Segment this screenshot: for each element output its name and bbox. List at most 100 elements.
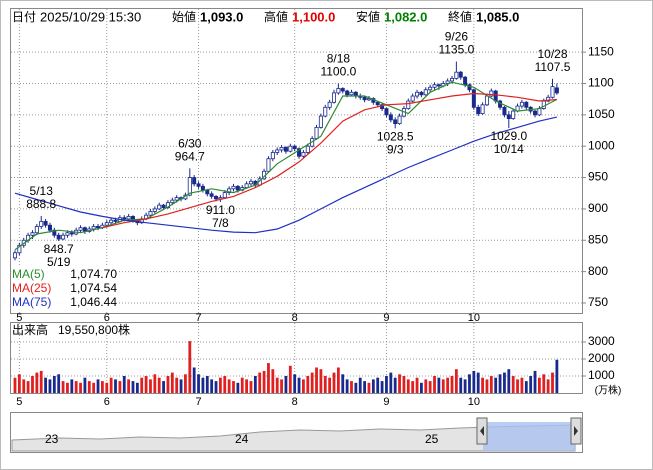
volume-bar xyxy=(459,377,463,393)
volume-bar xyxy=(253,375,257,393)
candle-body xyxy=(458,71,463,78)
volume-bar xyxy=(70,379,74,393)
volume-bar xyxy=(135,382,139,393)
volume-bar xyxy=(179,379,183,393)
candle-body xyxy=(349,91,354,96)
candle-body xyxy=(200,185,205,191)
volume-bar xyxy=(258,372,262,393)
y-tick-label: 1050 xyxy=(588,107,615,121)
candle-body xyxy=(533,110,538,116)
volume-panel xyxy=(10,322,583,394)
candle-body xyxy=(419,91,424,96)
annotation-date: 5/19 xyxy=(47,255,71,269)
candle-body xyxy=(454,71,459,79)
header-field-name: 始値 xyxy=(172,9,196,24)
annotation-value: 1135.0 xyxy=(438,43,474,57)
volume-bar xyxy=(122,375,126,393)
candle-body xyxy=(397,115,402,125)
volume-bar xyxy=(323,375,327,393)
annotation-date: 10/28 xyxy=(537,47,567,61)
candle-body xyxy=(423,89,428,96)
volume-bar xyxy=(118,381,122,393)
x-tick-label: 10 xyxy=(468,312,480,324)
price-panel xyxy=(10,8,583,314)
candle-body xyxy=(305,145,310,153)
candle-body xyxy=(292,145,297,150)
volume-bar xyxy=(380,381,384,393)
candle-body xyxy=(449,78,454,82)
candle-body xyxy=(161,204,166,209)
candle-body xyxy=(393,119,398,125)
volume-bar xyxy=(332,372,336,393)
annotation-date: 9/26 xyxy=(445,30,469,44)
volume-bar xyxy=(507,369,511,393)
volume-bar xyxy=(44,377,47,393)
candle-body xyxy=(196,183,201,187)
volume-bar xyxy=(354,382,358,393)
candle-body xyxy=(546,96,551,102)
x-tick-label: 9 xyxy=(383,312,389,324)
x-tick-label: 9 xyxy=(383,396,389,408)
candle-body xyxy=(174,197,179,201)
volume-bar xyxy=(350,381,353,393)
candle-body xyxy=(65,232,70,236)
candle-body xyxy=(415,91,420,97)
volume-bar xyxy=(114,379,117,393)
volume-bar xyxy=(13,377,17,393)
navigator-selection[interactable] xyxy=(483,422,575,451)
x-tick-label: 6 xyxy=(104,312,110,324)
volume-bar xyxy=(472,370,476,393)
header-field-value: 1,082.0 xyxy=(384,9,427,24)
x-tick-label: 5 xyxy=(16,396,22,408)
volume-bar xyxy=(371,379,375,393)
volume-bar xyxy=(433,375,436,393)
volume-bar xyxy=(555,359,559,393)
candle-body xyxy=(275,149,280,153)
volume-bar xyxy=(66,382,69,393)
volume-bar xyxy=(529,375,533,393)
candle-body xyxy=(332,92,337,103)
candle-body xyxy=(113,219,118,222)
volume-bar xyxy=(31,375,34,393)
volume-bar xyxy=(376,377,380,393)
header-label: 日付 xyxy=(12,10,36,24)
header-field-name: 終値 xyxy=(448,9,472,24)
volume-bar xyxy=(26,381,30,393)
candle-body xyxy=(484,95,489,106)
x-tick-label: 10 xyxy=(468,396,480,408)
volume-bar xyxy=(411,381,415,393)
candle-body xyxy=(554,87,559,94)
candle-body xyxy=(471,89,476,108)
volume-bar xyxy=(232,381,235,393)
volume-bar xyxy=(428,381,432,393)
volume-bar xyxy=(284,375,288,393)
navigator-label: 24 xyxy=(235,432,249,446)
volume-bar xyxy=(341,374,345,393)
volume-bar xyxy=(87,381,91,393)
volume-bar xyxy=(367,382,371,393)
candle-body xyxy=(388,114,393,121)
volume-bar xyxy=(551,372,554,393)
candle-body xyxy=(205,189,210,195)
volume-bar xyxy=(503,372,506,393)
volume-bar xyxy=(205,375,209,393)
legend-value: 1,046.44 xyxy=(70,295,117,309)
legend-name: MA(75) xyxy=(12,295,51,309)
volume-bar xyxy=(542,374,546,393)
header-field-name: 高値 xyxy=(264,9,288,24)
candle-body xyxy=(406,100,411,109)
volume-bar xyxy=(275,377,279,393)
annotation-value: 911.0 xyxy=(206,203,235,217)
volume-bar xyxy=(131,381,135,393)
volume-bar xyxy=(17,374,21,393)
volume-bar xyxy=(481,377,484,393)
candle-body xyxy=(524,101,529,108)
volume-bar xyxy=(463,379,467,393)
candle-body xyxy=(270,152,275,160)
candle-body xyxy=(104,222,109,226)
volume-bar xyxy=(144,375,148,393)
candle-body xyxy=(314,126,319,140)
volume-bar xyxy=(437,377,441,393)
volume-bar xyxy=(485,379,489,393)
volume-bar xyxy=(489,375,493,393)
